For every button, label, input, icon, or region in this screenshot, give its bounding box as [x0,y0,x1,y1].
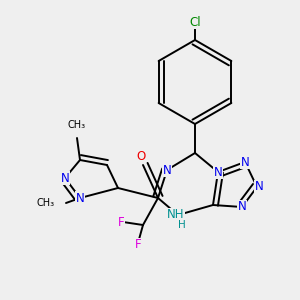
Text: Cl: Cl [189,16,201,28]
Text: CH₃: CH₃ [37,198,55,208]
Text: O: O [136,151,146,164]
Text: F: F [135,238,141,251]
Text: N: N [61,172,69,184]
Text: CH₃: CH₃ [68,120,86,130]
Text: N: N [241,155,249,169]
Text: N: N [163,164,171,176]
Text: N: N [214,166,222,178]
Text: F: F [118,215,124,229]
Text: H: H [178,220,186,230]
Text: NH: NH [167,208,185,221]
Text: N: N [238,200,246,214]
Text: N: N [255,181,263,194]
Text: N: N [76,191,84,205]
